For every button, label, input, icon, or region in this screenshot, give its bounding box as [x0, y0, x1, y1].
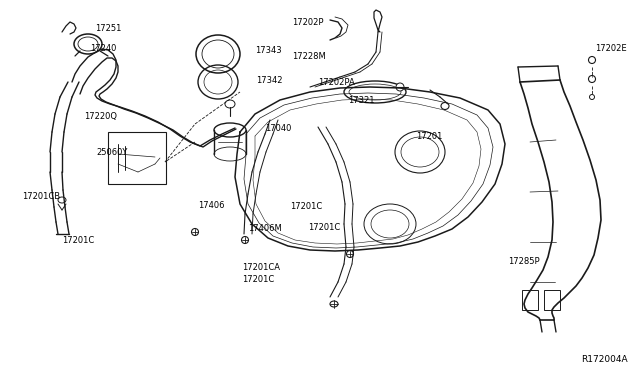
Text: 17406M: 17406M: [248, 224, 282, 232]
Text: 17201CB: 17201CB: [22, 192, 60, 201]
Text: 17201C: 17201C: [242, 276, 275, 285]
Text: 17406: 17406: [198, 201, 225, 209]
Text: 17240: 17240: [90, 44, 116, 52]
Text: 17202PA: 17202PA: [318, 77, 355, 87]
Text: 17251: 17251: [95, 23, 122, 32]
Text: R172004A: R172004A: [581, 355, 628, 364]
Text: 17321: 17321: [348, 96, 374, 105]
Text: 17202P: 17202P: [292, 17, 323, 26]
Ellipse shape: [589, 76, 595, 83]
Text: 17202E: 17202E: [595, 44, 627, 52]
Ellipse shape: [330, 301, 338, 307]
Text: 25060Y: 25060Y: [96, 148, 127, 157]
Bar: [544, 290, 560, 310]
Text: 17201CA: 17201CA: [242, 263, 280, 273]
Text: 17201C: 17201C: [62, 235, 94, 244]
Text: 17220Q: 17220Q: [84, 112, 117, 121]
Text: 17285P: 17285P: [508, 257, 540, 266]
Text: 17228M: 17228M: [292, 51, 326, 61]
Text: 17201C: 17201C: [308, 222, 340, 231]
Text: 17201: 17201: [416, 131, 442, 141]
Bar: [108, 132, 166, 184]
Ellipse shape: [396, 83, 404, 91]
Text: 17040: 17040: [265, 124, 291, 132]
Text: 17343: 17343: [255, 45, 282, 55]
Bar: [522, 290, 538, 310]
Text: 17342: 17342: [256, 76, 282, 84]
Ellipse shape: [589, 57, 595, 64]
Text: 17201C: 17201C: [290, 202, 323, 211]
